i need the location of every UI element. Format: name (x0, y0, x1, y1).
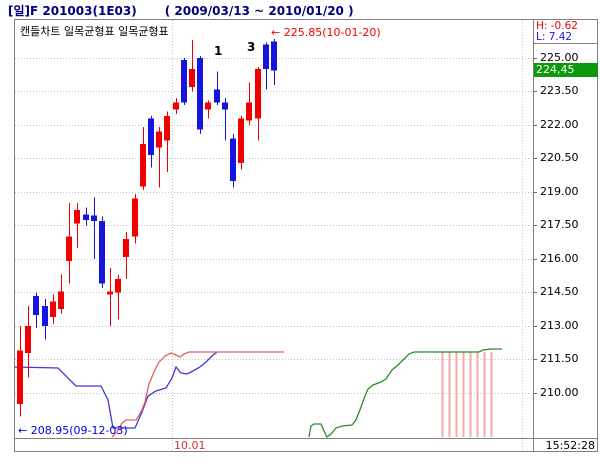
candle-body (164, 116, 170, 141)
candle-body (197, 58, 203, 130)
candle-body (58, 291, 64, 310)
candle-body (222, 102, 228, 110)
candle-body (91, 215, 97, 222)
y-axis-label: 210.00 (540, 385, 579, 399)
candle-body (83, 214, 89, 220)
current-price-badge: 224,45 (534, 63, 598, 78)
candle-body (25, 325, 31, 353)
window-title: [일]F 201003(1E03) ( 2009/03/13 ~ 2010/01/… (8, 2, 354, 19)
chart-frame (14, 19, 598, 452)
y-axis-label: 220.50 (540, 151, 579, 165)
candle-body (17, 350, 23, 405)
base-line (13, 351, 218, 429)
candle-body (230, 138, 236, 181)
candle-body (42, 305, 48, 326)
candle-body (246, 102, 252, 121)
candle-body (156, 131, 162, 148)
candle-body (238, 118, 244, 163)
y-axis-label: 216.00 (540, 251, 579, 265)
pattern-marker-1: 1 (214, 44, 223, 58)
high-annotation: ← 225.85(10-01-20) (271, 26, 381, 39)
candle-body (33, 295, 39, 315)
candle-body (263, 44, 269, 70)
candle-body (74, 209, 80, 224)
candle-body (107, 291, 113, 295)
leading-span-line (308, 348, 502, 438)
chart-type-label: 캔들차트 일목균형표 일목균형표 (20, 25, 169, 38)
title-date-range: ( 2009/03/13 ~ 2010/01/20 ) (164, 4, 354, 18)
y-axis-label: 213.00 (540, 318, 579, 332)
candle-body (132, 198, 138, 237)
candle-body (214, 89, 220, 103)
title-symbol: [일]F 201003(1E03) (8, 4, 137, 18)
low-pct-label: L: 7.42 (536, 31, 573, 43)
candle-body (66, 236, 72, 262)
high-low-box: H: -0.62 L: 7.42 (536, 21, 578, 43)
y-axis-label: 211.50 (540, 352, 579, 366)
candle-body (205, 102, 211, 110)
time-display: 15:52:28 (545, 439, 595, 452)
candle-body (181, 60, 187, 103)
candle-body (140, 143, 146, 187)
candle-body (123, 238, 129, 257)
y-axis-label: 219.00 (540, 184, 579, 198)
candle-body (148, 118, 154, 156)
candle-body (189, 69, 195, 88)
candle-body (173, 102, 179, 110)
y-axis-label: 225.00 (540, 51, 579, 64)
candle-body (271, 41, 277, 71)
y-axis-label: 222.00 (540, 117, 579, 131)
y-axis-label: 214.50 (540, 285, 579, 299)
y-axis-label: 223.50 (540, 84, 579, 98)
candle-body (115, 279, 121, 293)
pattern-marker-3: 3 (247, 40, 256, 54)
conversion-line (111, 351, 284, 438)
candle-body (50, 301, 56, 318)
y-axis-label: 217.50 (540, 218, 579, 232)
candle-body (99, 221, 105, 284)
candle-body (255, 69, 261, 119)
low-annotation: ← 208.95(09-12-03) (18, 424, 128, 437)
high-pct-label: H: -0.62 (536, 20, 578, 32)
x-axis-month-label: 10.01 (174, 439, 206, 452)
